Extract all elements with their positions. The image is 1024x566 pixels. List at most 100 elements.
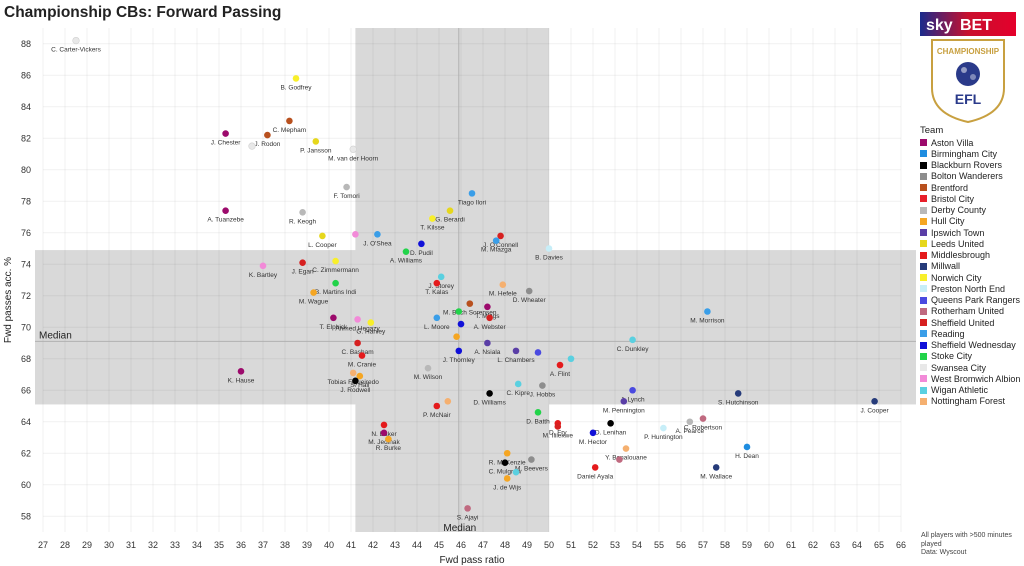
point-label: L. Chambers: [497, 357, 535, 364]
point-label: M. Pennington: [603, 407, 645, 414]
legend-swatch: [920, 296, 927, 304]
y-axis-title: Fwd passes acc. %: [3, 257, 14, 343]
point-label: M. Beevers: [515, 466, 549, 473]
y-tick-label: 62: [21, 448, 31, 458]
data-point: [292, 75, 300, 82]
point-label: Y. Benalouane: [605, 455, 647, 462]
point-label: B. Martins Indi: [315, 289, 357, 296]
legend-label: Stoke City: [931, 351, 973, 362]
legend-item: Blackburn Rovers: [920, 160, 1020, 171]
data-point: [352, 231, 359, 238]
skybet-efl-championship-logo: sky BET CHAMPIONSHIP EFL: [918, 4, 1018, 124]
sky-text: sky: [926, 17, 953, 34]
x-tick-label: 29: [82, 540, 92, 550]
data-point: [492, 237, 500, 244]
legend-swatch: [920, 240, 927, 248]
legend-item: Reading: [920, 328, 1020, 339]
championship-text: CHAMPIONSHIP: [937, 47, 1000, 56]
point-label: M. Bech Sorensen: [443, 310, 497, 317]
point-label: Tiago Ilori: [458, 199, 486, 206]
data-point: [380, 429, 388, 437]
y-tick-label: 60: [21, 480, 31, 490]
data-point: [259, 262, 267, 270]
x-tick-label: 62: [808, 540, 818, 550]
data-point: [264, 131, 271, 139]
data-point: [591, 464, 599, 471]
legend-item: Norwich City: [920, 272, 1020, 283]
legend-item: Derby County: [920, 205, 1020, 216]
point-label: Ahmed Hegazy: [335, 325, 380, 332]
data-point: [444, 397, 452, 405]
legend-swatch: [920, 161, 927, 169]
point-label: A. Tuanzebe: [207, 217, 244, 224]
legend-swatch: [920, 184, 927, 192]
legend-item: Aston Villa: [920, 137, 1020, 148]
x-tick-label: 33: [170, 540, 180, 550]
data-point: [374, 231, 381, 238]
data-point: [437, 273, 445, 281]
legend-item: Sheffield United: [920, 317, 1020, 328]
x-tick-label: 31: [126, 540, 136, 550]
x-tick-label: 45: [434, 540, 444, 550]
scatter-chart: Median Median 27 28 29 30 31 32 33 34 35 36 37 38 39 40…: [3, 28, 916, 566]
legend-item: Stoke City: [920, 351, 1020, 362]
legend-swatch: [920, 341, 927, 349]
data-point: [503, 475, 511, 482]
legend-swatch: [920, 285, 927, 293]
x-tick-label: 35: [214, 540, 224, 550]
point-label: J. O'Connell: [483, 242, 519, 249]
data-point: [704, 308, 711, 315]
data-point: [501, 459, 509, 467]
point-label: C. Dunkley: [617, 346, 650, 353]
x-tick-label: 51: [566, 540, 576, 550]
data-point: [332, 257, 339, 265]
data-point: [499, 281, 507, 289]
median-label-x: Median: [443, 523, 476, 534]
legend-item: Rotherham United: [920, 306, 1020, 317]
x-tick-label: 58: [720, 540, 730, 550]
footnote: All players with >500 minutes played Dat…: [921, 532, 1021, 558]
legend-label: Norwich City: [931, 272, 982, 283]
legend-item: Millwall: [920, 261, 1020, 272]
median-band-horizontal: [35, 250, 916, 405]
point-label: B. Davies: [535, 255, 564, 262]
data-point: [620, 397, 628, 405]
point-label: T. Kalas: [425, 289, 449, 296]
point-label: T. Elphick: [319, 324, 348, 331]
point-label: A. Williams: [390, 258, 423, 265]
y-tick-label: 64: [21, 417, 31, 427]
legend-label: Aston Villa: [931, 137, 974, 148]
data-point: [556, 361, 564, 369]
point-label: R. Keogh: [289, 218, 316, 225]
x-tick-label: 59: [742, 540, 752, 550]
data-point: [486, 390, 493, 397]
y-tick-label: 58: [21, 511, 31, 521]
point-label: J. de Wijs: [493, 484, 522, 491]
point-label: M. Wague: [299, 299, 329, 306]
x-tick-label: 39: [302, 540, 312, 550]
data-point: [402, 248, 410, 255]
legend-label: Nottingham Forest: [931, 396, 1006, 407]
data-point: [607, 420, 614, 427]
point-label: K. Hause: [228, 377, 255, 384]
legend-label: Queens Park Rangers: [931, 295, 1021, 306]
point-label: C. Zimmermann: [312, 267, 359, 274]
point-label: M. Hefele: [489, 291, 517, 298]
x-tick-label: 53: [610, 540, 620, 550]
point-label: J. Lynch: [621, 396, 645, 403]
legend-item: Nottingham Forest: [920, 396, 1020, 407]
data-point: [712, 464, 720, 471]
point-label: J. Hobbs: [530, 392, 556, 399]
x-tick-label: 47: [478, 540, 488, 550]
median-label-y: Median: [39, 330, 72, 341]
data-point: [514, 380, 522, 388]
data-point: [525, 287, 533, 295]
data-point: [622, 445, 630, 452]
legend-label: Rotherham United: [931, 306, 1005, 317]
data-point: [539, 382, 546, 389]
point-label: P. McNair: [423, 412, 452, 419]
legend-label: Birmingham City: [931, 148, 998, 159]
data-point: [512, 468, 520, 476]
y-tick-label: 82: [21, 133, 31, 143]
x-tick-label: 63: [830, 540, 840, 550]
